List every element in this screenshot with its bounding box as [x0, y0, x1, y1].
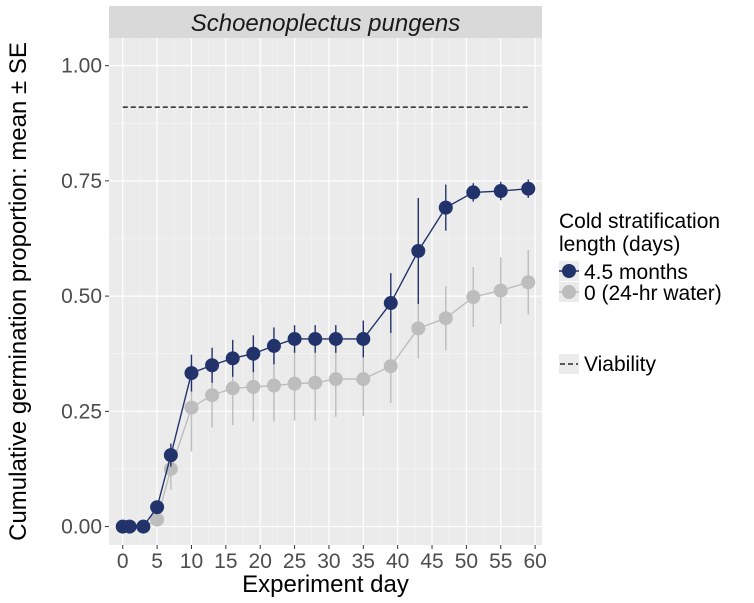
- legend-title-line-2: length (days): [559, 233, 680, 256]
- data-point: [150, 500, 165, 515]
- data-point: [205, 388, 220, 403]
- series-1: [115, 179, 536, 534]
- data-point: [184, 366, 199, 381]
- data-point: [521, 181, 536, 196]
- y-axis-title: Cumulative germination proportion: mean …: [5, 42, 32, 541]
- data-point: [438, 200, 453, 215]
- y-tick-label: 1.00: [61, 55, 102, 78]
- x-tick-label: 50: [455, 550, 478, 573]
- data-point: [163, 448, 178, 463]
- x-tick-label: 5: [151, 550, 163, 573]
- legend: Cold stratification length (days) 4.5 mo…: [559, 210, 722, 376]
- data-point: [466, 290, 481, 305]
- data-point: [266, 378, 281, 393]
- x-axis: 0 5 10 15 20 25 30 35 40 45 50 55 60: [117, 545, 547, 573]
- data-point: [184, 400, 199, 415]
- data-point: [521, 275, 536, 290]
- data-point: [225, 351, 240, 366]
- data-point: [411, 321, 426, 336]
- data-point: [328, 331, 343, 346]
- data-point: [493, 184, 508, 199]
- facet-title: Schoenoplectus pungens: [191, 10, 461, 37]
- x-tick-label: 60: [523, 550, 546, 573]
- data-point: [287, 331, 302, 346]
- legend-label-viability: Viability: [584, 353, 656, 376]
- data-point: [246, 346, 261, 361]
- series-group: [115, 179, 536, 534]
- legend-label-4-5-months: 4.5 months: [584, 261, 688, 284]
- data-point: [246, 379, 261, 394]
- data-point: [163, 461, 178, 476]
- data-point: [308, 331, 323, 346]
- data-point: [122, 519, 137, 534]
- x-tick-label: 15: [214, 550, 237, 573]
- data-point: [493, 283, 508, 298]
- x-tick-label: 0: [117, 550, 129, 573]
- data-point: [328, 372, 343, 387]
- data-point: [266, 338, 281, 353]
- data-point: [136, 519, 151, 534]
- x-tick-label: 30: [317, 550, 340, 573]
- legend-key-dot-water: [562, 285, 576, 299]
- x-tick-label: 55: [489, 550, 512, 573]
- y-tick-label: 0.75: [61, 170, 102, 193]
- data-point: [150, 512, 165, 527]
- x-axis-title: Experiment day: [242, 571, 409, 598]
- legend-label-water: 0 (24-hr water): [584, 282, 722, 305]
- data-point: [308, 375, 323, 390]
- y-axis: 0.00 0.25 0.50 0.75 1.00: [61, 55, 109, 539]
- y-tick-label: 0.25: [61, 400, 102, 423]
- data-point: [287, 376, 302, 391]
- y-tick-label: 0.00: [61, 516, 102, 539]
- x-tick-label: 45: [420, 550, 443, 573]
- x-tick-label: 35: [352, 550, 375, 573]
- data-point: [383, 359, 398, 374]
- data-point: [466, 185, 481, 200]
- data-point: [383, 296, 398, 311]
- data-point: [438, 311, 453, 326]
- data-point: [356, 331, 371, 346]
- data-point: [356, 372, 371, 387]
- legend-key-dot-4-5-months: [562, 264, 576, 278]
- x-tick-label: 10: [180, 550, 203, 573]
- data-point: [411, 243, 426, 258]
- x-tick-label: 40: [386, 550, 409, 573]
- legend-title-line-1: Cold stratification: [559, 210, 720, 233]
- x-tick-label: 20: [249, 550, 272, 573]
- series-line: [122, 188, 529, 528]
- facet-strip: [109, 6, 542, 38]
- x-tick-label: 25: [283, 550, 306, 573]
- y-tick-label: 0.50: [61, 285, 102, 308]
- data-point: [205, 358, 220, 373]
- data-point: [225, 381, 240, 396]
